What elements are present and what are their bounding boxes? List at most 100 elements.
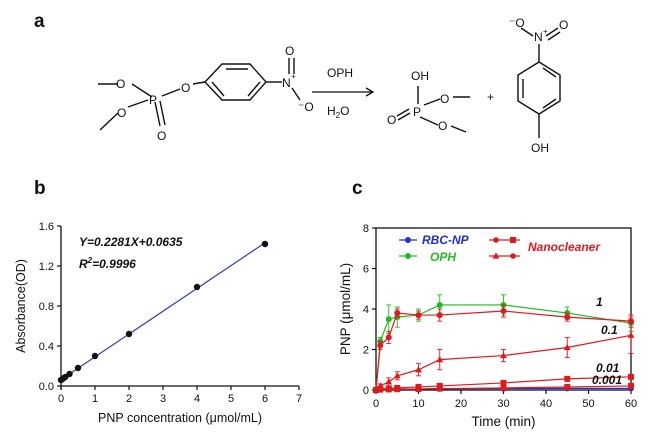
data-point <box>500 379 507 386</box>
y-tick-label: 2 <box>363 345 369 357</box>
product-phosphorus: P <box>413 105 421 119</box>
y-tick-label: 1.6 <box>39 221 54 233</box>
y-tick-label: 6 <box>363 264 369 276</box>
curve-label: 0.01 <box>596 361 620 375</box>
data-point <box>436 385 443 392</box>
data-point <box>385 378 393 385</box>
x-tick-label: 5 <box>228 393 234 405</box>
x-axis-label: Time (min) <box>472 414 536 429</box>
data-point <box>385 386 392 393</box>
x-tick-label: 6 <box>262 393 268 405</box>
nitrophenol-oxygen-left: ⁻O <box>509 16 525 30</box>
y-tick-label: 0.0 <box>39 381 54 393</box>
data-point <box>564 314 571 321</box>
curve-label: 0.1 <box>601 323 618 337</box>
data-point <box>377 342 384 349</box>
data-point <box>394 310 401 317</box>
data-point <box>436 312 443 319</box>
y-tick-label: 4 <box>363 304 369 316</box>
curve-label: 1 <box>596 295 603 309</box>
x-tick-label: 0 <box>373 398 379 410</box>
reactant-molecule <box>98 58 301 131</box>
data-point <box>385 334 392 341</box>
x-tick-label: 10 <box>412 398 424 410</box>
panel-label-b: b <box>34 178 46 199</box>
y-axis-label: PNP (μmol/mL) <box>338 263 353 355</box>
plus-sign: + <box>487 90 494 104</box>
reaction-arrow <box>312 87 375 97</box>
x-tick-label: 3 <box>160 393 166 405</box>
reactant-nitro-charge: + <box>291 72 296 81</box>
legend-label-oph: OPH <box>430 250 456 264</box>
y-tick-label: 8 <box>363 223 369 235</box>
data-point <box>500 384 507 391</box>
product-oxygen-2: O <box>438 119 447 133</box>
data-point <box>377 386 384 393</box>
x-tick-label: 1 <box>92 393 98 405</box>
legend-marker <box>510 237 516 243</box>
reactant-oxygen-double: O <box>157 129 166 143</box>
x-tick-label: 20 <box>455 398 467 410</box>
product-oxygen-double: O <box>387 113 396 127</box>
product-nitrophenol <box>517 27 561 138</box>
reactant-nitro-oxygen-top: O <box>285 44 294 58</box>
data-point <box>125 330 133 338</box>
data-point <box>261 240 269 248</box>
x-tick-label: 50 <box>582 398 594 410</box>
data-point <box>436 301 443 308</box>
r-squared-value: =0.9996 <box>92 257 136 271</box>
legend-marker <box>492 252 500 259</box>
data-point <box>74 364 82 372</box>
data-point <box>500 351 507 359</box>
data-point <box>563 343 571 351</box>
nitrophenol-hydroxyl: OH <box>531 141 549 155</box>
data-point <box>373 387 379 393</box>
data-point <box>500 308 507 315</box>
reactant-oxygen-1: O <box>116 77 125 91</box>
legend-marker <box>510 253 516 259</box>
data-point <box>564 375 571 382</box>
data-point <box>628 382 634 389</box>
legend-label-rbc-np: RBC-NP <box>422 233 470 247</box>
panel-label-a: a <box>34 11 45 32</box>
data-point <box>415 312 422 319</box>
x-tick-label: 60 <box>625 398 637 410</box>
x-tick-label: 40 <box>540 398 552 410</box>
data-point <box>394 386 401 393</box>
r-squared: R2=0.9996 <box>79 256 136 271</box>
data-point <box>91 352 99 360</box>
enzyme-label: OPH <box>327 66 353 80</box>
data-point <box>66 370 73 378</box>
y-tick-label: 0.8 <box>39 301 54 313</box>
legend-label-nanocleaner: Nanocleaner <box>528 240 601 254</box>
data-point <box>193 283 201 291</box>
series-1 <box>373 304 634 393</box>
nitrophenol-oxygen-right: O <box>559 18 568 32</box>
legend-marker <box>405 237 411 243</box>
nitrophenol-nitrogen: N <box>534 30 543 44</box>
product-hydroxyl: OH <box>411 69 429 83</box>
series-0.001 <box>373 382 634 393</box>
data-point <box>415 385 422 392</box>
reactant-nitro-oxygen-bottom: ⁻O <box>298 100 314 114</box>
data-point <box>385 316 392 323</box>
panel-label-c: c <box>352 178 363 199</box>
legend-marker <box>493 237 499 243</box>
data-point <box>628 373 634 380</box>
nitrophenol-nitro-charge: + <box>543 27 548 36</box>
legend: RBC-NP OPH Nanocleaner <box>399 233 601 264</box>
fit-equation: Y=0.2281X+0.0635 <box>79 235 183 249</box>
product-phosphate <box>396 86 470 133</box>
curve-label: 0.001 <box>592 373 622 387</box>
reactant-oxygen-2: O <box>117 106 126 120</box>
x-tick-label: 4 <box>194 393 200 405</box>
data-point <box>627 331 635 338</box>
x-tick-label: 2 <box>126 393 132 405</box>
legend-marker <box>405 253 411 259</box>
x-tick-label: 30 <box>497 398 509 410</box>
product-oxygen-1: O <box>440 92 449 106</box>
x-tick-label: 0 <box>58 393 64 405</box>
data-point <box>564 383 571 390</box>
kinetics-chart: 0 10 20 30 40 50 60 0 2 4 6 8 1 0.1 0.010.001 RBC-NP OPH… <box>338 223 637 429</box>
